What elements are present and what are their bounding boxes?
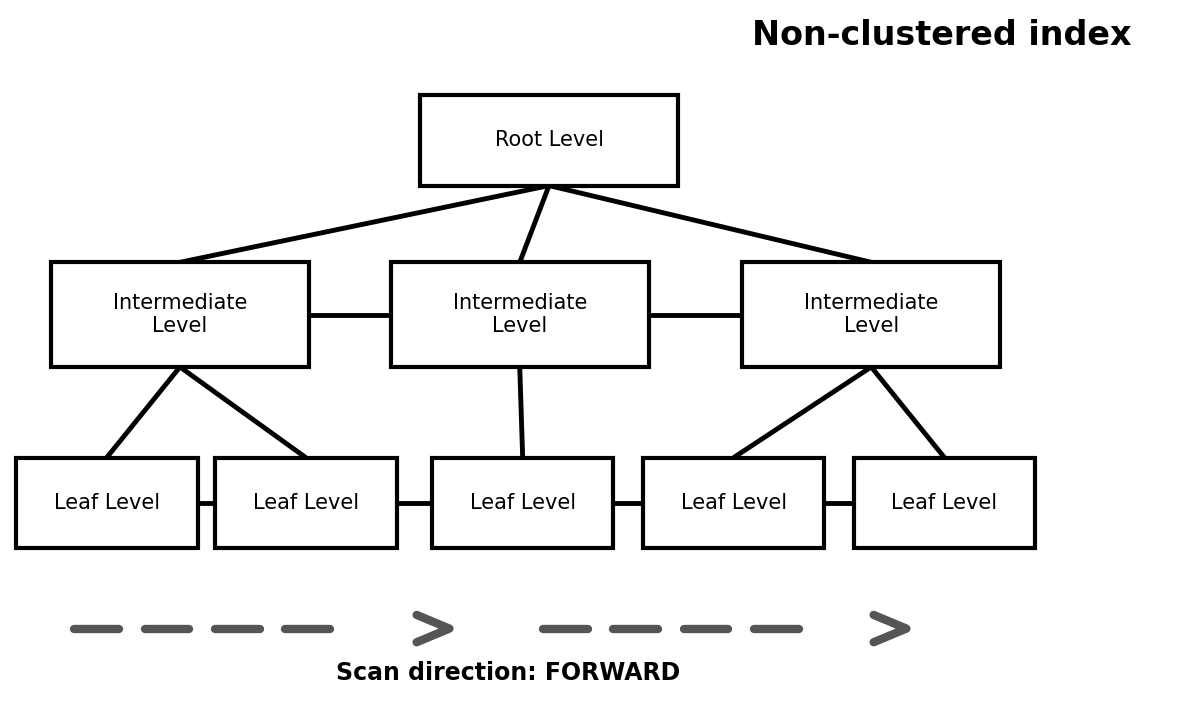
Bar (742, 263, 1000, 367)
Text: Non-clustered index: Non-clustered index (752, 19, 1131, 52)
Bar (432, 457, 613, 549)
Text: Leaf Level: Leaf Level (470, 493, 575, 513)
Text: Leaf Level: Leaf Level (53, 493, 160, 513)
Text: Intermediate
Level: Intermediate Level (113, 293, 247, 336)
Text: Scan direction: FORWARD: Scan direction: FORWARD (336, 661, 680, 685)
Bar (51, 263, 308, 367)
Bar (643, 457, 824, 549)
Bar (854, 457, 1035, 549)
Bar (420, 95, 678, 186)
Text: Leaf Level: Leaf Level (681, 493, 786, 513)
Text: Leaf Level: Leaf Level (253, 493, 359, 513)
Bar (215, 457, 396, 549)
Bar (15, 457, 198, 549)
Text: Root Level: Root Level (495, 130, 604, 150)
Bar (391, 263, 649, 367)
Text: Leaf Level: Leaf Level (892, 493, 997, 513)
Text: Intermediate
Level: Intermediate Level (804, 293, 938, 336)
Text: Intermediate
Level: Intermediate Level (453, 293, 587, 336)
